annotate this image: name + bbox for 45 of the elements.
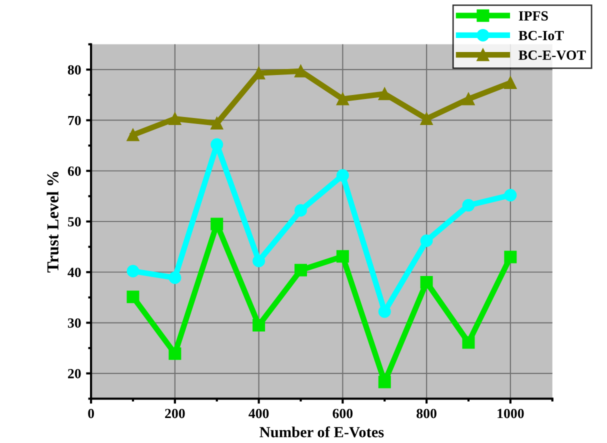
point (336, 169, 349, 182)
point (336, 250, 349, 263)
point (378, 88, 391, 100)
point (378, 376, 391, 388)
point (168, 271, 182, 284)
legend-label: BC-IoT (518, 30, 564, 40)
point (504, 76, 517, 90)
y-tick-label: 50 (68, 217, 81, 226)
x-tick-label: 600 (332, 408, 353, 418)
point (294, 264, 307, 276)
legend-label: IPFS (518, 11, 548, 21)
point (462, 92, 475, 106)
x-tick-label: 200 (165, 408, 185, 418)
y-tick-label: 60 (68, 166, 81, 176)
point (168, 347, 182, 360)
y-tick-label: 80 (68, 65, 81, 75)
x-tick-label: 800 (416, 408, 436, 418)
y-axis-title: Trust Level % (46, 172, 59, 272)
point (420, 112, 433, 125)
point (462, 199, 475, 212)
y-tick-label: 20 (68, 368, 81, 378)
x-tick-label: 0 (88, 408, 94, 418)
legend-label: BC-E-VOT (518, 50, 586, 60)
point (504, 188, 517, 202)
point (294, 64, 307, 78)
point (462, 336, 475, 349)
point (210, 218, 224, 230)
y-tick-label: 40 (68, 268, 81, 278)
point (420, 276, 433, 289)
point (504, 250, 517, 264)
x-axis-title: Number of E-Votes (260, 426, 384, 438)
point (252, 254, 266, 268)
point (168, 112, 182, 125)
point (210, 117, 224, 130)
point (420, 234, 433, 247)
point (126, 264, 140, 278)
point (336, 92, 349, 106)
y-tick-label: 70 (68, 116, 81, 126)
x-tick-label: 400 (248, 408, 269, 418)
x-tick-label: 1000 (498, 408, 524, 418)
point (294, 204, 307, 217)
y-tick-label: 30 (68, 318, 81, 328)
point (126, 290, 140, 304)
point (126, 128, 140, 142)
point (252, 319, 266, 332)
